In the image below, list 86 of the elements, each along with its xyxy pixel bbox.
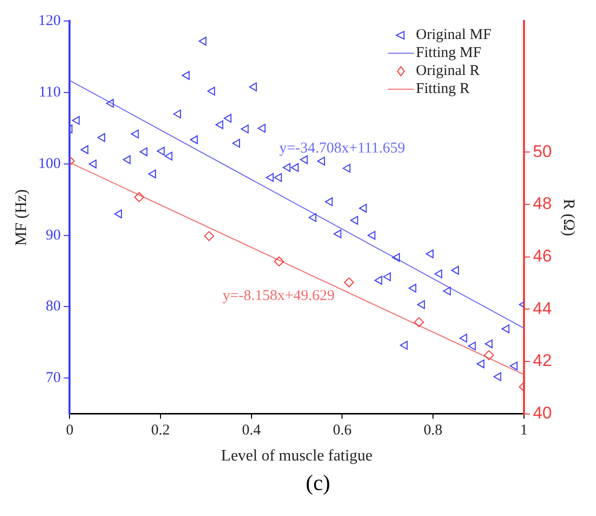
- point: [493, 372, 502, 382]
- point: [414, 317, 424, 328]
- point: [392, 253, 400, 262]
- point: [215, 120, 224, 130]
- point: [266, 173, 274, 182]
- point: [468, 342, 476, 350]
- point: [97, 133, 106, 142]
- point: [140, 147, 148, 156]
- point: [224, 114, 232, 123]
- y-tick-label: 80: [46, 298, 61, 315]
- x-axis-title: Level of muscle fatigue: [221, 448, 373, 465]
- y-tick-label: 70: [46, 370, 61, 386]
- point: [350, 216, 358, 225]
- point: [417, 300, 425, 309]
- point: [317, 156, 325, 166]
- point: [308, 213, 316, 222]
- x-tick-label: 0.2: [151, 422, 170, 439]
- point: [400, 340, 408, 350]
- point: [134, 192, 144, 202]
- point: [207, 86, 216, 96]
- point: [484, 339, 493, 348]
- point: [72, 116, 80, 125]
- point: [443, 286, 451, 296]
- point: [249, 82, 257, 92]
- point: [164, 152, 172, 161]
- y2-tick-label: 42: [532, 351, 552, 370]
- y2-tick-label: 46: [532, 246, 552, 266]
- y2-tick-label: 50: [532, 142, 552, 161]
- annotation: y=-34.708x+111.659: [279, 140, 406, 157]
- point: [434, 269, 442, 278]
- point: [502, 324, 510, 334]
- point: [232, 138, 240, 148]
- text: (c): [304, 470, 332, 496]
- point: [342, 164, 350, 173]
- point: [359, 204, 367, 213]
- point: [282, 163, 290, 172]
- point: [274, 173, 282, 182]
- y-tick-label: 100: [38, 156, 61, 172]
- x-tick-label: 0.6: [332, 422, 352, 439]
- point: [182, 71, 190, 80]
- annotation: y=-8.158x+49.629: [222, 288, 335, 304]
- point: [408, 284, 416, 293]
- point: [290, 163, 299, 172]
- point: [190, 135, 198, 144]
- point: [240, 124, 249, 134]
- y2-axis-title: R (Ω): [560, 198, 578, 236]
- point: [131, 130, 139, 138]
- point: [106, 98, 114, 108]
- point: [510, 362, 518, 370]
- point: [148, 170, 156, 178]
- x-tick-label: 0.4: [242, 422, 262, 439]
- legend-label: Fitting MF: [416, 45, 482, 62]
- y-axis-title: MF (Hz): [12, 189, 30, 246]
- point: [484, 350, 494, 360]
- legend-label: Original R: [416, 63, 480, 80]
- x-tick-label: 1: [520, 422, 528, 439]
- point: [114, 210, 122, 218]
- point: [80, 145, 88, 154]
- x-tick-label: 0.8: [424, 422, 442, 439]
- y2-tick-label: 48: [532, 194, 552, 214]
- point: [476, 359, 484, 368]
- point: [459, 334, 468, 343]
- point: [198, 36, 206, 46]
- y2-tick-label: 40: [532, 403, 552, 422]
- point: [156, 146, 165, 156]
- point: [451, 266, 459, 275]
- point: [324, 197, 333, 206]
- point: [368, 230, 376, 240]
- point: [383, 272, 391, 282]
- x-tick-label: 0: [66, 422, 74, 439]
- y-tick-label: 110: [38, 84, 61, 101]
- legend-label: Original MF: [416, 27, 492, 44]
- y2-tick-label: 44: [532, 298, 552, 318]
- point: [426, 250, 434, 258]
- point: [334, 230, 342, 238]
- point: [204, 231, 214, 242]
- point: [122, 155, 131, 164]
- y-tick-label: 120: [38, 13, 61, 30]
- point: [374, 276, 382, 285]
- y-tick-label: 90: [46, 227, 61, 244]
- point: [344, 277, 354, 288]
- point: [173, 110, 181, 118]
- point: [88, 160, 97, 168]
- legend-label: Fitting R: [416, 81, 470, 98]
- point: [274, 256, 284, 266]
- point: [258, 124, 266, 133]
